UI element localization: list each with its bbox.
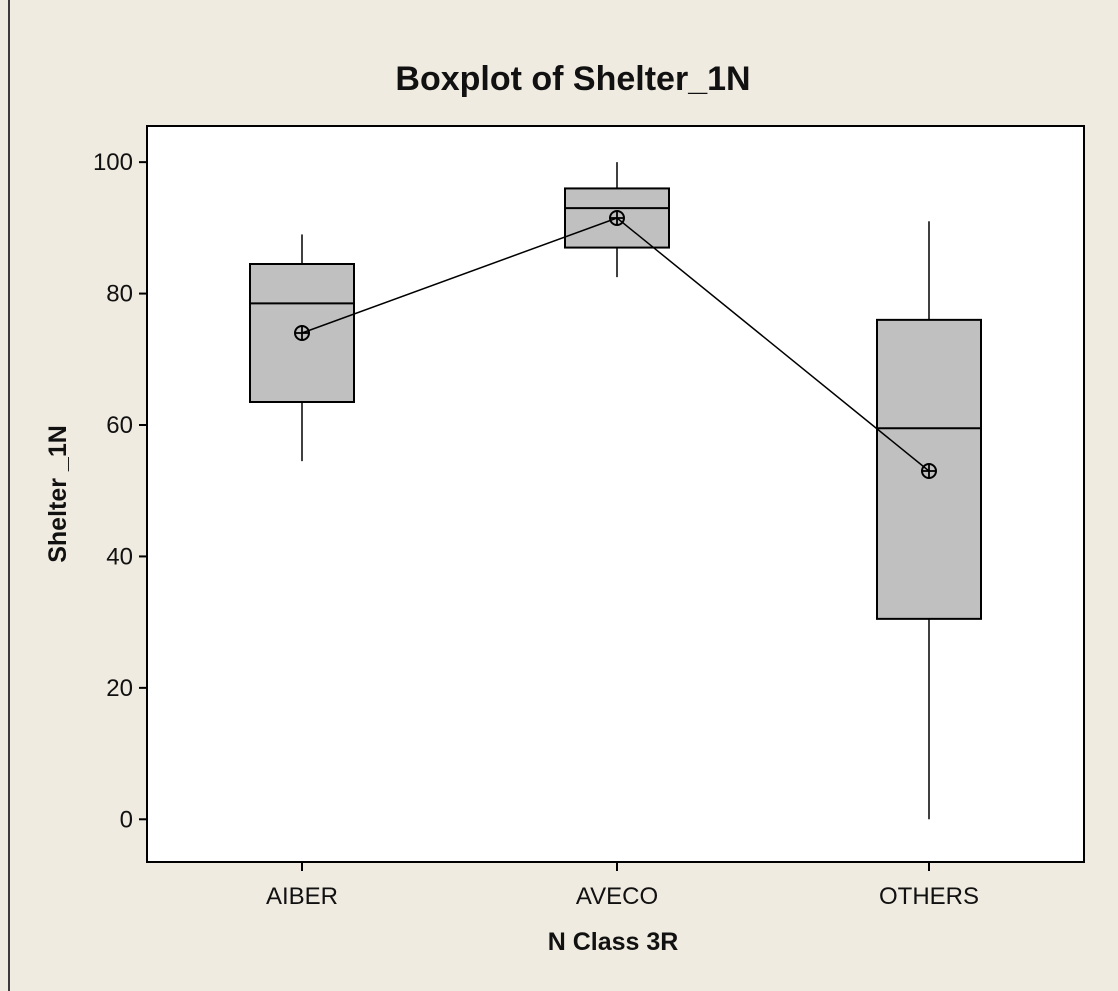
y-tick-label: 40 bbox=[106, 543, 133, 570]
mean-symbol bbox=[921, 463, 937, 479]
x-tick-label: AVECO bbox=[576, 883, 658, 910]
chart-title: Boxplot of Shelter_1N bbox=[395, 60, 750, 98]
y-tick-label: 20 bbox=[106, 675, 133, 702]
x-tick-label: OTHERS bbox=[879, 883, 979, 910]
mean-symbol bbox=[294, 325, 310, 341]
box-aiber bbox=[249, 234, 355, 462]
iqr-box bbox=[876, 318, 982, 620]
y-axis-label: Shelter _1N bbox=[44, 425, 72, 563]
y-tick-label: 80 bbox=[106, 281, 133, 308]
y-axis: 0 20 40 60 80 100 bbox=[93, 149, 147, 833]
mean-symbol bbox=[609, 210, 625, 226]
x-axis-label: N Class 3R bbox=[548, 928, 679, 956]
window-edge-rule bbox=[8, 0, 10, 991]
box-others bbox=[876, 221, 982, 820]
means-group bbox=[294, 210, 937, 479]
x-tick-label: AIBER bbox=[266, 883, 338, 910]
y-tick-label: 60 bbox=[106, 412, 133, 439]
x-axis: AIBER AVECO OTHERS bbox=[266, 862, 979, 910]
y-tick-label: 0 bbox=[120, 806, 133, 833]
y-tick-label: 100 bbox=[93, 149, 133, 176]
